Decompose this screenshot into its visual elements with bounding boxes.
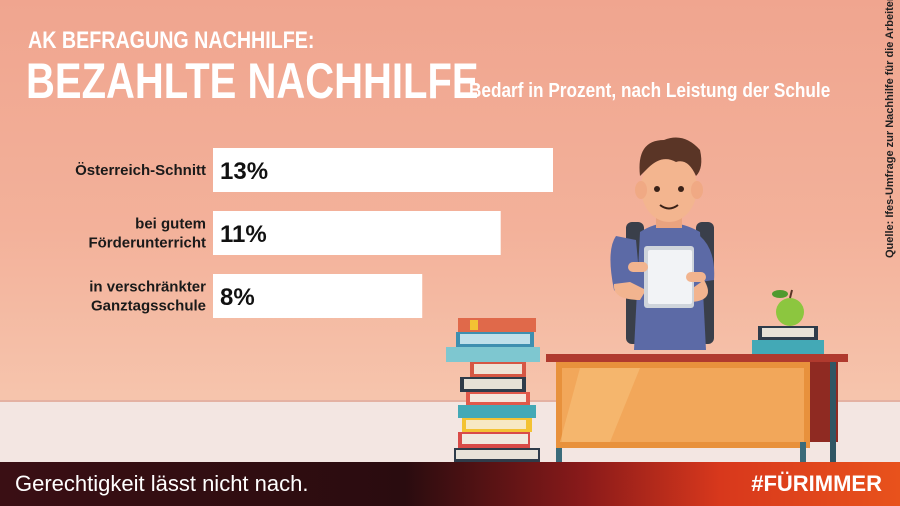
desk-icon xyxy=(546,354,848,462)
footer-hashtag[interactable]: #FÜRIMMER xyxy=(751,471,882,496)
chart-subtitle: Bedarf in Prozent, nach Leistung der Sch… xyxy=(469,80,831,102)
value-label-2: 8% xyxy=(220,284,255,311)
page-title: BEZAHLTE NACHHILFE xyxy=(26,53,479,109)
book-stack-icon xyxy=(446,318,540,462)
footer-banner: Gerechtigkeit lässt nicht nach. #FÜRIMME… xyxy=(0,462,900,506)
category-label-1-1: Förderunterricht xyxy=(88,235,206,252)
bar-0 xyxy=(213,148,553,192)
bar-2 xyxy=(213,274,423,318)
apple-icon xyxy=(752,289,824,354)
footer-slogan: Gerechtigkeit lässt nicht nach. xyxy=(15,471,309,496)
value-label-0: 13% xyxy=(220,158,268,185)
kicker-heading: AK BEFRAGUNG NACHHILFE: xyxy=(28,27,315,54)
value-label-1: 11% xyxy=(220,221,267,248)
bar-1 xyxy=(213,211,501,255)
category-label-0-0: Österreich-Schnitt xyxy=(75,162,206,179)
category-label-2-0: in verschränkter xyxy=(89,279,206,296)
student-icon xyxy=(610,137,715,350)
category-label-2-1: Ganztagsschule xyxy=(91,298,206,315)
floor-line xyxy=(0,400,900,403)
category-label-1-0: bei gutem xyxy=(135,216,206,233)
